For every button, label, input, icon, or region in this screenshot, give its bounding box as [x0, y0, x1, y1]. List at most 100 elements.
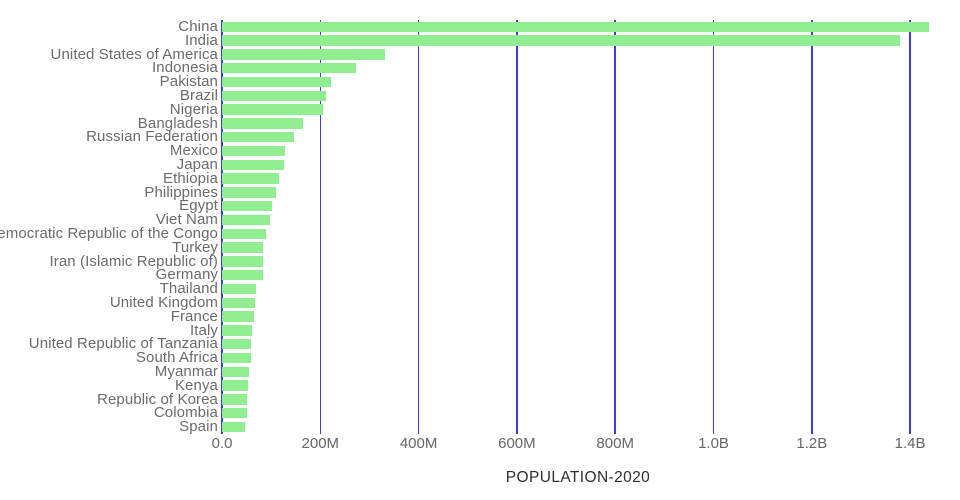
bar [222, 118, 303, 129]
category-label: South Africa [135, 349, 218, 367]
category-label: Viet Nam [155, 211, 218, 229]
bar-row [222, 158, 942, 172]
bar [222, 63, 357, 74]
bar-row [222, 324, 942, 338]
bar-row [222, 365, 942, 379]
bar [222, 380, 249, 391]
category-label: Japan [176, 155, 218, 173]
category-label: Iran (Islamic Republic of) [49, 252, 218, 270]
category-label: Germany [155, 266, 218, 284]
bar [222, 325, 252, 336]
category-label: Myanmar [154, 362, 218, 380]
bar [222, 270, 264, 281]
gridline [614, 20, 616, 434]
category-label: Egypt [179, 197, 218, 215]
x-tick-label: 1.4B [894, 435, 926, 452]
bar-row [222, 199, 942, 213]
category-label: Democratic Republic of the Congo [0, 224, 218, 242]
category-label: Colombia [153, 404, 218, 422]
category-label: Ethiopia [162, 169, 218, 187]
gridline [909, 20, 911, 434]
bar [222, 228, 267, 240]
bar [222, 49, 385, 60]
bar [222, 145, 286, 157]
bar-row [222, 393, 942, 407]
bar [222, 159, 285, 171]
bar [222, 339, 252, 350]
x-tick-label: 800M [596, 435, 634, 452]
x-tick-label: 0.0 [211, 435, 233, 452]
bar [222, 104, 324, 115]
bar-row [222, 20, 942, 34]
bar-row [222, 130, 942, 144]
category-label: Indonesia [152, 59, 218, 77]
x-axis-title: POPULATION-2020 [505, 469, 651, 486]
category-label: United States of America [50, 45, 218, 63]
bar [222, 311, 255, 322]
bar-row [222, 227, 942, 241]
category-label: Mexico [169, 142, 218, 160]
bar-row [222, 241, 942, 255]
bar-row [222, 351, 942, 365]
category-label: Spain [179, 418, 218, 436]
gridline [516, 20, 518, 434]
bar-row [222, 296, 942, 310]
category-label: India [184, 31, 218, 49]
bar-row [222, 75, 942, 89]
bar [222, 132, 294, 143]
category-label: Pakistan [159, 73, 218, 91]
bar-row [222, 213, 942, 227]
category-label: United Kingdom [109, 293, 218, 311]
bar-row [222, 186, 942, 200]
bar [222, 408, 248, 419]
bar-row [222, 61, 942, 75]
category-label: Kenya [174, 376, 218, 394]
category-labels: China India United States of America Indone… [0, 18, 218, 436]
gridline [319, 20, 322, 434]
bar [222, 297, 256, 309]
bar-row [222, 420, 942, 434]
category-label: France [170, 307, 218, 325]
x-tick-label: 600M [498, 435, 536, 452]
bar [222, 21, 930, 33]
bar [222, 173, 279, 184]
bar-row [222, 379, 942, 393]
bar [222, 214, 270, 226]
x-tick-label: 200M [301, 435, 340, 452]
gridline [712, 20, 715, 434]
bar [222, 256, 264, 267]
bar-row [222, 117, 942, 131]
category-label: Republic of Korea [97, 390, 218, 408]
bar [222, 242, 264, 253]
bar [222, 90, 327, 102]
bar [222, 366, 249, 377]
bar-row [222, 34, 942, 48]
gridline [221, 20, 223, 434]
x-tick-label: 400M [399, 435, 438, 452]
category-label: United Republic of Tanzania [28, 335, 218, 353]
category-label: Bangladesh [137, 114, 218, 132]
bar [222, 421, 245, 433]
bar [222, 187, 276, 198]
x-tick-label: 1.0B [698, 435, 729, 452]
bar-row [222, 48, 942, 62]
category-label: Russian Federation [86, 128, 218, 146]
bar-row [222, 172, 942, 186]
category-label: Brazil [179, 86, 218, 104]
bar-row [222, 337, 942, 351]
category-label: China [178, 18, 218, 35]
bar-row [222, 268, 942, 282]
bar [222, 352, 252, 364]
bar-row [222, 282, 942, 296]
gridlines [221, 20, 942, 434]
category-label: Italy [189, 321, 218, 339]
bar-row [222, 255, 942, 269]
x-tick-label: 1.2B [796, 435, 828, 452]
category-label: Thailand [159, 280, 218, 298]
category-label: Turkey [172, 238, 218, 256]
bar-row [222, 89, 942, 103]
bar [222, 35, 901, 46]
category-label: Philippines [144, 183, 218, 201]
bars [222, 20, 942, 434]
